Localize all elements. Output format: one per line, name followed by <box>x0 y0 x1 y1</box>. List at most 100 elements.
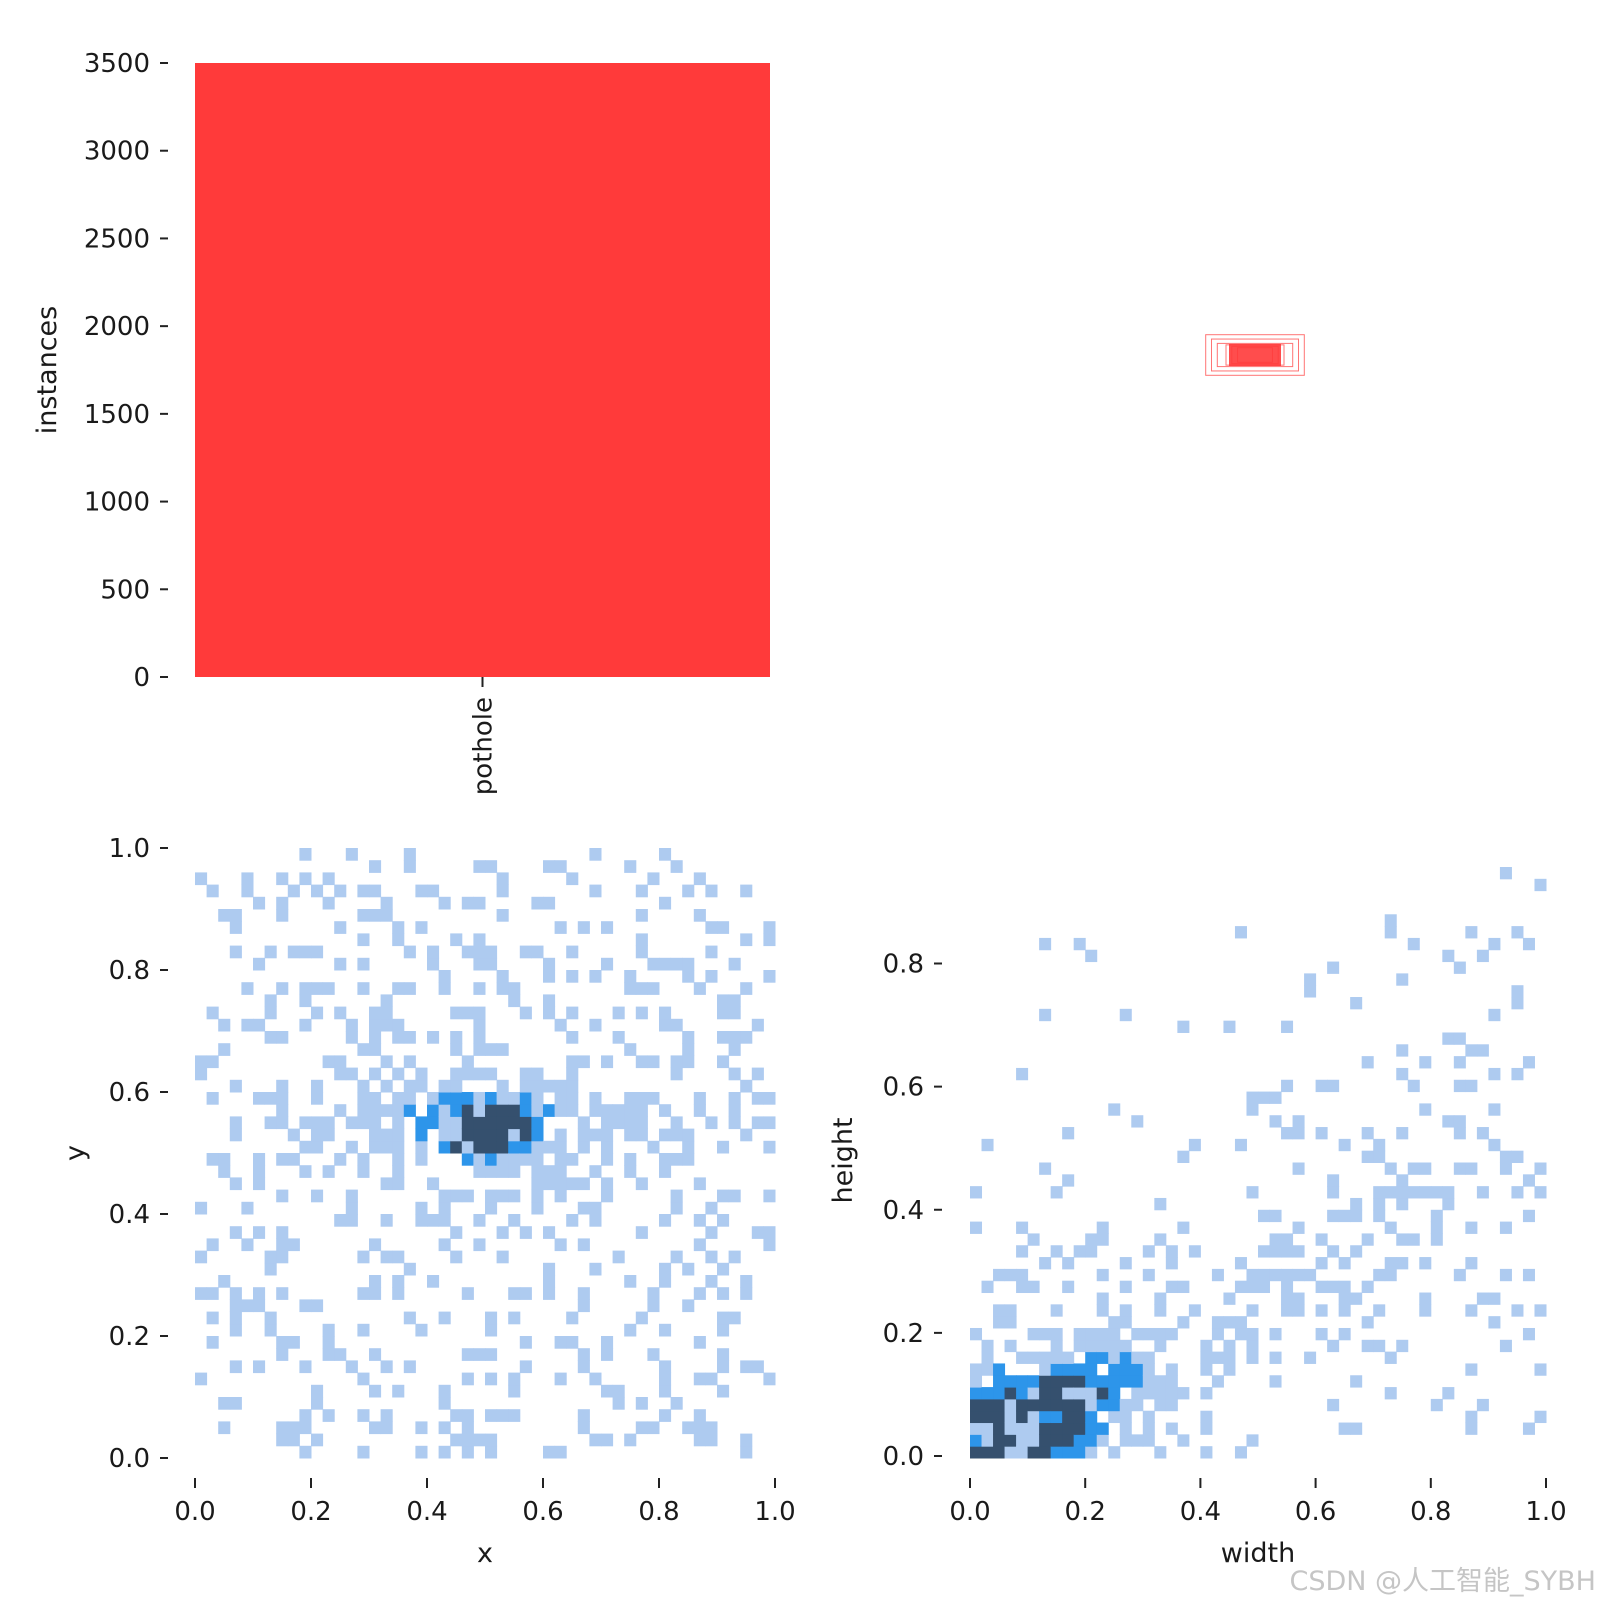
heat-cell <box>1108 1339 1121 1353</box>
heat-cell <box>369 1043 382 1056</box>
heat-cell <box>253 1360 266 1374</box>
heat-cell <box>1096 1422 1109 1435</box>
heat-cell <box>531 1116 544 1130</box>
heat-cell <box>1499 1150 1512 1163</box>
heat-cell <box>751 1018 764 1032</box>
heat-cell <box>1465 1257 1478 1270</box>
heat-cell <box>253 1165 266 1178</box>
heat-cell <box>647 1299 660 1313</box>
heat-cell <box>369 1275 382 1288</box>
xy-heatmap-panel: 0.0 0.2 0.4 0.6 0.8 1.0 0.0 0.2 0.4 0.6 0.8 1.0 x y <box>60 834 796 1569</box>
heat-cell <box>566 1104 579 1117</box>
heat-cell <box>357 1104 370 1117</box>
heat-cell <box>1108 1398 1121 1412</box>
heat-cell <box>1476 1292 1489 1305</box>
heat-cell <box>357 1323 370 1337</box>
y-tick-label: 0.6 <box>109 1078 150 1108</box>
heat-cell <box>195 1201 208 1215</box>
heat-cell <box>369 1140 382 1154</box>
heat-cell <box>1453 1056 1466 1069</box>
heat-cell <box>1073 1434 1086 1447</box>
heat-cell <box>485 1104 498 1117</box>
heat-cell <box>1246 1327 1259 1341</box>
heat-cell <box>229 1226 242 1239</box>
heat-cell <box>763 970 776 983</box>
heat-cell <box>1142 1327 1155 1341</box>
heat-cell <box>1442 1197 1455 1211</box>
heat-cell <box>461 1433 474 1447</box>
heat-cell <box>322 1323 335 1337</box>
heat-cell <box>519 1128 532 1142</box>
heat-cell <box>693 872 706 886</box>
heat-cell <box>1384 1351 1397 1364</box>
heat-cell <box>1234 1316 1247 1329</box>
heat-cell <box>1177 1316 1190 1329</box>
y-tick-label: 0.8 <box>883 950 924 980</box>
heat-cell <box>612 1250 625 1264</box>
x-tick-label: 0.4 <box>406 1497 447 1527</box>
heat-cell <box>577 921 590 934</box>
heat-cell <box>438 1189 451 1203</box>
heat-cell <box>1200 1351 1213 1364</box>
heat-cell <box>334 957 347 971</box>
heat-cell <box>1039 1434 1052 1447</box>
heat-cell <box>1027 1280 1040 1294</box>
heat-cell <box>531 1092 544 1105</box>
heat-cell <box>1200 1410 1213 1424</box>
heat-cell <box>1465 1304 1478 1317</box>
heat-cell <box>311 1092 324 1105</box>
heat-cell <box>1027 1351 1040 1364</box>
heat-cell <box>577 1201 590 1215</box>
heat-cell <box>682 1421 695 1435</box>
heat-cell <box>970 1186 983 1199</box>
heat-cell <box>229 1079 242 1093</box>
heat-cell <box>473 1043 486 1056</box>
heat-cell <box>1223 1363 1236 1376</box>
heat-cell <box>276 1226 289 1239</box>
heat-cell <box>1419 1162 1432 1175</box>
heat-cell <box>334 1348 347 1361</box>
heat-cell <box>1004 1304 1017 1317</box>
heat-cell <box>763 1092 776 1105</box>
heat-cell <box>717 1384 730 1398</box>
wh-heatmap-panel: 0.0 0.2 0.4 0.6 0.8 1.0 0.0 0.2 0.4 0.6 0.8 width he… <box>828 867 1567 1569</box>
heat-cell <box>1073 1422 1086 1435</box>
heat-cell <box>206 1287 219 1300</box>
heat-cell <box>635 1116 648 1130</box>
heat-cell <box>322 1336 335 1349</box>
heat-cell <box>981 1339 994 1353</box>
heat-cell <box>1315 1127 1328 1140</box>
heat-cell <box>1258 1209 1271 1223</box>
heat-cell <box>740 1275 753 1288</box>
heat-cell <box>751 1067 764 1081</box>
heat-cell <box>357 1250 370 1264</box>
heat-cell <box>1039 1363 1052 1376</box>
heat-cell <box>334 1214 347 1227</box>
heat-cell <box>1258 1268 1271 1282</box>
heat-cell <box>1338 1327 1351 1341</box>
heat-cell <box>624 1104 637 1117</box>
heat-cell <box>1315 1079 1328 1093</box>
heat-cell <box>1016 1221 1029 1234</box>
heat-cell <box>705 1201 718 1215</box>
heat-cell <box>1396 1233 1409 1246</box>
heat-cell <box>1338 1304 1351 1317</box>
heat-cell <box>1027 1410 1040 1424</box>
heat-cell <box>241 982 254 995</box>
heat-cell <box>218 1421 231 1435</box>
heat-cell <box>1096 1221 1109 1234</box>
heat-cell <box>473 1018 486 1032</box>
heat-cell <box>311 982 324 995</box>
heat-cell <box>519 1006 532 1020</box>
heat-cell <box>403 860 416 873</box>
heat-cell <box>276 909 289 922</box>
heat-cell <box>415 1067 428 1081</box>
heat-cell <box>311 1140 324 1154</box>
heat-cell <box>195 1067 208 1081</box>
heat-cell <box>1108 1387 1121 1400</box>
heat-cell <box>392 1092 405 1105</box>
heat-cell <box>566 1311 579 1325</box>
heat-cell <box>403 848 416 861</box>
heat-cell <box>369 1031 382 1044</box>
heat-cell <box>1050 1351 1063 1364</box>
